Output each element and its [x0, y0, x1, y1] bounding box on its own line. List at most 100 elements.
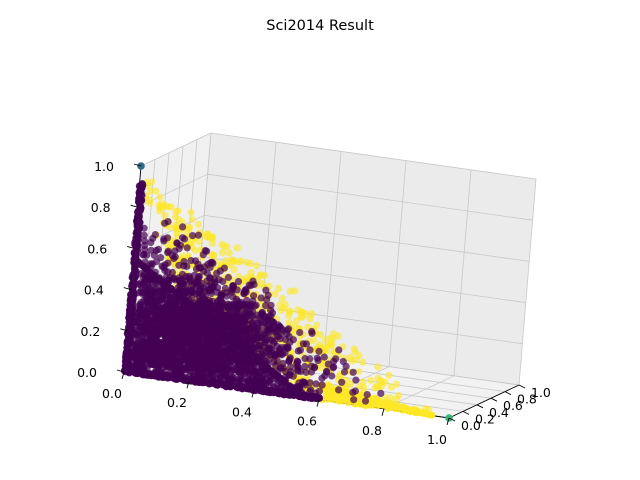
data-point: [136, 201, 144, 209]
data-point: [124, 338, 132, 347]
data-point: [340, 368, 349, 376]
z-tick-label: 0.2: [81, 324, 101, 339]
data-point: [253, 262, 261, 270]
data-point: [129, 274, 137, 282]
data-point: [144, 307, 152, 315]
z-tick-label: 1.0: [94, 159, 114, 174]
data-point: [134, 333, 142, 341]
data-point: [136, 302, 144, 310]
data-point: [143, 314, 151, 322]
data-point: [156, 207, 164, 215]
data-point: [368, 396, 376, 404]
data-point: [226, 382, 235, 391]
data-point: [283, 326, 291, 334]
data-point: [414, 408, 422, 416]
data-point: [162, 281, 170, 289]
data-point: [263, 296, 271, 304]
data-point: [269, 368, 277, 376]
data-point: [220, 264, 228, 272]
data-point: [167, 324, 175, 332]
data-point: [330, 363, 338, 371]
data-point: [195, 264, 203, 272]
data-point: [295, 379, 303, 387]
data-point: [291, 323, 299, 331]
data-point: [183, 352, 191, 360]
data-point: [173, 312, 181, 321]
data-point: [150, 315, 158, 323]
data-point: [286, 354, 294, 362]
data-point: [152, 246, 160, 255]
data-point: [330, 357, 338, 366]
data-point: [345, 399, 352, 407]
data-point: [194, 220, 202, 228]
data-point: [143, 265, 151, 273]
data-point: [294, 362, 302, 370]
data-point: [243, 358, 251, 366]
z-tick-mark: [130, 204, 138, 208]
data-point: [195, 273, 203, 281]
data-point: [157, 324, 165, 332]
y-tick-mark: [462, 410, 470, 415]
data-point: [351, 387, 359, 395]
z-tick-label: 0.0: [77, 365, 97, 380]
data-point: [229, 282, 237, 290]
data-point: [183, 337, 191, 345]
data-point: [261, 271, 269, 280]
data-point: [375, 401, 383, 409]
gridline: [323, 151, 342, 358]
data-point: [228, 319, 236, 327]
x-tick-mark: [121, 371, 125, 380]
x-tick-mark: [251, 390, 255, 398]
data-point: [157, 305, 165, 313]
data-point: [155, 341, 163, 349]
data-point: [346, 353, 354, 361]
data-point: [187, 257, 195, 265]
data-point: [385, 371, 393, 379]
data-point: [315, 387, 323, 395]
data-point: [229, 307, 237, 315]
data-point: [172, 289, 180, 297]
data-point: [244, 310, 252, 318]
data-point: [182, 316, 190, 324]
data-point: [335, 372, 343, 380]
data-point: [137, 281, 145, 289]
scatter-points: [120, 162, 453, 422]
data-point: [167, 203, 175, 211]
gridline: [210, 132, 537, 180]
x-tick-mark: [316, 399, 320, 407]
data-point: [238, 374, 246, 382]
data-point: [192, 340, 200, 348]
data-point: [147, 238, 155, 247]
data-point: [301, 355, 309, 363]
data-point: [276, 301, 284, 309]
data-point: [151, 231, 159, 239]
data-point: [283, 343, 291, 351]
data-point: [191, 247, 200, 255]
z-tick-mark: [123, 287, 131, 291]
data-point: [255, 342, 263, 350]
data-point: [263, 388, 272, 396]
data-point: [178, 276, 186, 284]
y-axis-line: [448, 384, 520, 419]
data-point: [268, 336, 276, 344]
data-point: [355, 367, 363, 376]
data-point: [315, 347, 323, 355]
data-point: [335, 386, 343, 394]
data-point: [195, 370, 203, 378]
data-point: [242, 324, 251, 332]
z-tick-label: 0.8: [91, 200, 111, 215]
data-point: [124, 358, 132, 366]
data-point: [174, 207, 182, 215]
z-tick-mark: [120, 328, 128, 332]
y-tick-mark: [504, 391, 512, 396]
data-point: [249, 353, 257, 361]
data-point: [294, 306, 302, 314]
x-tick-label: 0.8: [362, 423, 382, 438]
data-point: [171, 247, 179, 255]
data-point: [349, 368, 357, 376]
data-point: [350, 396, 358, 404]
data-point: [313, 354, 321, 362]
data-point: [258, 350, 266, 358]
data-point: [189, 232, 197, 240]
data-point: [248, 300, 256, 309]
